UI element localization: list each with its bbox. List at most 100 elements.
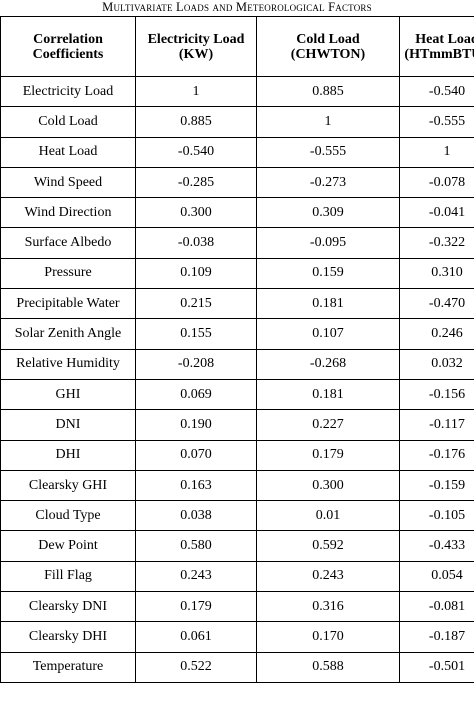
heat-load-cell: -0.159 xyxy=(399,469,474,502)
table-row: Precipitable Water 0.215 0.181 -0.470 xyxy=(0,288,474,320)
table-row: Clearsky DNI 0.179 0.316 -0.081 xyxy=(0,591,474,623)
electricity-load-cell: 0.580 xyxy=(135,530,257,562)
cold-load-cell: 0.170 xyxy=(256,621,400,653)
table-row: GHI 0.069 0.181 -0.156 xyxy=(0,378,474,411)
cold-load-cell: 0.300 xyxy=(256,469,400,502)
row-label: Wind Speed xyxy=(0,166,136,199)
heat-load-cell: -0.041 xyxy=(399,197,474,229)
row-label: Pressure xyxy=(0,257,136,290)
table-row: Heat Load -0.540 -0.555 1 xyxy=(0,136,474,168)
electricity-load-cell: 0.163 xyxy=(135,469,257,502)
electricity-load-cell: 0.885 xyxy=(135,106,257,138)
heat-load-cell: -0.105 xyxy=(399,500,474,532)
row-label: Electricity Load xyxy=(0,75,136,108)
header-cold-load: Cold Load (CHWTON) xyxy=(256,16,400,77)
cold-load-cell: 0.179 xyxy=(256,439,400,471)
heat-load-cell: 0.310 xyxy=(399,257,474,290)
cold-load-cell: 0.107 xyxy=(256,318,400,350)
table-row: Surface Albedo -0.038 -0.095 -0.322 xyxy=(0,227,474,259)
heat-load-cell: -0.470 xyxy=(399,288,474,320)
electricity-load-cell: -0.038 xyxy=(135,227,257,259)
heat-load-cell: 0.246 xyxy=(399,318,474,350)
row-label: GHI xyxy=(0,378,136,411)
correlation-table: Correlation Coefficients Electricity Loa… xyxy=(0,16,474,683)
cold-load-cell: -0.268 xyxy=(256,348,400,380)
electricity-load-cell: -0.285 xyxy=(135,166,257,199)
electricity-load-cell: -0.540 xyxy=(135,136,257,168)
table-body: Electricity Load 1 0.885 -0.540 Cold Load 0.8… xyxy=(0,75,474,683)
row-label: Cold Load xyxy=(0,106,136,138)
heat-load-cell: -0.117 xyxy=(399,409,474,441)
electricity-load-cell: 0.215 xyxy=(135,288,257,320)
table-row: Clearsky GHI 0.163 0.300 -0.159 xyxy=(0,469,474,502)
heat-load-cell: -0.078 xyxy=(399,166,474,199)
row-label: Clearsky GHI xyxy=(0,469,136,502)
heat-load-cell: -0.540 xyxy=(399,75,474,108)
heat-load-cell: -0.156 xyxy=(399,378,474,411)
table-row: Electricity Load 1 0.885 -0.540 xyxy=(0,75,474,108)
cold-load-cell: 0.181 xyxy=(256,378,400,411)
row-label: DHI xyxy=(0,439,136,471)
cold-load-cell: 0.01 xyxy=(256,500,400,532)
electricity-load-cell: 1 xyxy=(135,75,257,108)
header-heat-load: Heat Load (HTmmBTU ) xyxy=(399,16,474,77)
table-row: Pressure 0.109 0.159 0.310 xyxy=(0,257,474,290)
cold-load-cell: 0.243 xyxy=(256,560,400,593)
cold-load-cell: -0.555 xyxy=(256,136,400,168)
table-caption: Multivariate Loads and Meteorological Fa… xyxy=(102,0,372,14)
electricity-load-cell: 0.300 xyxy=(135,197,257,229)
table-row: Dew Point 0.580 0.592 -0.433 xyxy=(0,530,474,562)
table-row: Temperature 0.522 0.588 -0.501 xyxy=(0,651,474,683)
heat-load-cell: -0.176 xyxy=(399,439,474,471)
row-label: Dew Point xyxy=(0,530,136,562)
row-label: Clearsky DHI xyxy=(0,621,136,653)
cold-load-cell: -0.273 xyxy=(256,166,400,199)
table-row: Wind Direction 0.300 0.309 -0.041 xyxy=(0,197,474,229)
row-label: Wind Direction xyxy=(0,197,136,229)
cold-load-cell: 0.159 xyxy=(256,257,400,290)
table-row: Clearsky DHI 0.061 0.170 -0.187 xyxy=(0,621,474,653)
row-label: Surface Albedo xyxy=(0,227,136,259)
cold-load-cell: 0.181 xyxy=(256,288,400,320)
table-row: Fill Flag 0.243 0.243 0.054 xyxy=(0,560,474,593)
electricity-load-cell: 0.179 xyxy=(135,591,257,623)
table-row: Wind Speed -0.285 -0.273 -0.078 xyxy=(0,166,474,199)
electricity-load-cell: 0.069 xyxy=(135,378,257,411)
row-label: Fill Flag xyxy=(0,560,136,593)
electricity-load-cell: 0.038 xyxy=(135,500,257,532)
cold-load-cell: 0.227 xyxy=(256,409,400,441)
electricity-load-cell: 0.061 xyxy=(135,621,257,653)
heat-load-cell: -0.081 xyxy=(399,591,474,623)
cold-load-cell: 0.309 xyxy=(256,197,400,229)
table-row: DHI 0.070 0.179 -0.176 xyxy=(0,439,474,471)
electricity-load-cell: 0.190 xyxy=(135,409,257,441)
row-label: Solar Zenith Angle xyxy=(0,318,136,350)
heat-load-cell: 0.032 xyxy=(399,348,474,380)
row-label: DNI xyxy=(0,409,136,441)
row-label: Temperature xyxy=(0,651,136,683)
cold-load-cell: 0.588 xyxy=(256,651,400,683)
table-row: Relative Humidity -0.208 -0.268 0.032 xyxy=(0,348,474,380)
heat-load-cell: -0.187 xyxy=(399,621,474,653)
header-electricity-load: Electricity Load (KW) xyxy=(135,16,257,77)
row-label: Cloud Type xyxy=(0,500,136,532)
cold-load-cell: 0.592 xyxy=(256,530,400,562)
row-label: Clearsky DNI xyxy=(0,591,136,623)
heat-load-cell: -0.322 xyxy=(399,227,474,259)
electricity-load-cell: 0.522 xyxy=(135,651,257,683)
electricity-load-cell: 0.155 xyxy=(135,318,257,350)
table-row: Cloud Type 0.038 0.01 -0.105 xyxy=(0,500,474,532)
table-row: Solar Zenith Angle 0.155 0.107 0.246 xyxy=(0,318,474,350)
cold-load-cell: 0.316 xyxy=(256,591,400,623)
row-label: Precipitable Water xyxy=(0,288,136,320)
electricity-load-cell: 0.070 xyxy=(135,439,257,471)
heat-load-cell: -0.555 xyxy=(399,106,474,138)
table-header-row: Correlation Coefficients Electricity Loa… xyxy=(0,16,474,77)
table-row: Cold Load 0.885 1 -0.555 xyxy=(0,106,474,138)
header-correlation-coefficients: Correlation Coefficients xyxy=(0,16,136,77)
table-row: DNI 0.190 0.227 -0.117 xyxy=(0,409,474,441)
cold-load-cell: 0.885 xyxy=(256,75,400,108)
row-label: Relative Humidity xyxy=(0,348,136,380)
cold-load-cell: -0.095 xyxy=(256,227,400,259)
electricity-load-cell: 0.243 xyxy=(135,560,257,593)
